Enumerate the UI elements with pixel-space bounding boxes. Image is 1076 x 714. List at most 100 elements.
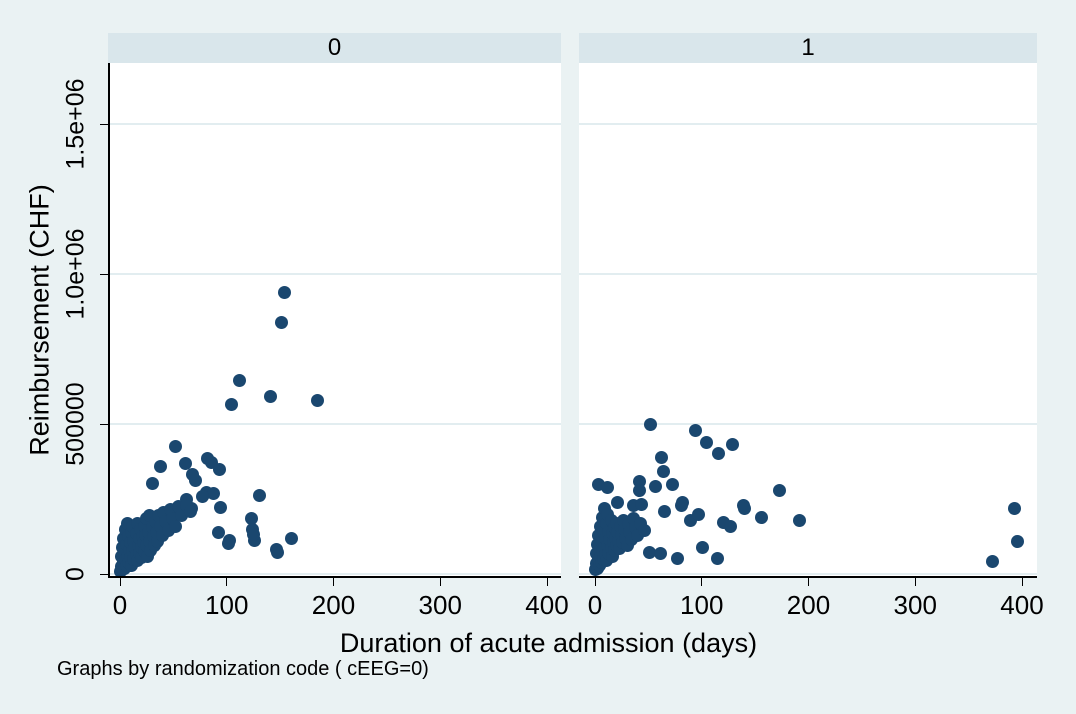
x-tick-label: 0 xyxy=(112,590,128,620)
gridline xyxy=(108,573,561,575)
x-tick-label: 300 xyxy=(418,590,462,620)
data-point xyxy=(654,451,668,465)
facet-header-1: 1 xyxy=(579,33,1037,63)
gridline xyxy=(108,273,561,275)
data-point xyxy=(666,477,680,491)
gridline xyxy=(108,123,561,125)
data-point xyxy=(644,417,657,431)
data-point xyxy=(264,389,278,403)
y-tick-mark xyxy=(100,123,108,125)
data-point xyxy=(712,446,726,460)
x-tick-label: 200 xyxy=(311,590,356,620)
data-point xyxy=(246,528,260,542)
gridline xyxy=(108,423,561,425)
data-point xyxy=(656,464,670,478)
data-point xyxy=(244,512,258,525)
data-point xyxy=(635,497,649,511)
data-point xyxy=(285,532,299,546)
y-tick-label: 1.5e+06 xyxy=(61,78,90,170)
data-point xyxy=(169,519,182,533)
x-tick-mark xyxy=(226,578,228,586)
data-point xyxy=(274,315,288,329)
data-point xyxy=(222,536,236,550)
x-tick-label: 0 xyxy=(587,590,603,620)
x-tick-mark xyxy=(701,578,703,586)
data-point xyxy=(1011,534,1025,548)
x-tick-label: 400 xyxy=(1000,590,1044,620)
data-point xyxy=(233,374,247,387)
data-point xyxy=(183,504,197,518)
x-tick-label: 100 xyxy=(680,590,724,620)
data-point xyxy=(212,463,226,477)
data-point xyxy=(674,498,688,512)
data-point xyxy=(277,285,291,299)
data-point xyxy=(649,479,663,493)
x-axis-line-panel-0 xyxy=(108,576,561,578)
data-point xyxy=(985,554,999,568)
x-tick-mark xyxy=(594,578,596,586)
plot-area-0 xyxy=(108,63,561,576)
y-tick-mark xyxy=(100,273,108,275)
gridline xyxy=(579,573,1037,575)
gridline xyxy=(579,273,1037,275)
gridline xyxy=(579,123,1037,125)
data-point xyxy=(253,488,267,502)
x-tick-mark xyxy=(119,578,121,586)
data-point xyxy=(610,496,624,510)
facet-header-0: 0 xyxy=(108,33,561,63)
x-tick-label: 300 xyxy=(893,590,937,620)
data-point xyxy=(189,473,203,487)
y-tick-label: 500000 xyxy=(61,382,90,466)
data-point xyxy=(642,545,656,559)
x-tick-mark xyxy=(546,578,548,586)
data-point xyxy=(688,423,702,437)
data-point xyxy=(653,546,667,560)
data-point xyxy=(670,551,684,565)
data-point xyxy=(169,440,182,453)
x-tick-mark xyxy=(914,578,916,586)
data-point xyxy=(692,508,706,522)
data-point xyxy=(637,524,651,537)
data-point xyxy=(271,545,285,559)
y-tick-mark xyxy=(100,573,108,575)
x-tick-mark xyxy=(1021,578,1023,586)
data-point xyxy=(178,456,192,470)
x-tick-label: 400 xyxy=(525,590,569,620)
data-point xyxy=(699,436,713,450)
data-point xyxy=(696,541,710,555)
y-tick-label: 1.0e+06 xyxy=(61,228,90,320)
data-point xyxy=(773,484,787,498)
x-tick-label: 100 xyxy=(205,590,249,620)
data-point xyxy=(726,437,740,451)
data-point xyxy=(755,511,769,525)
x-axis-title: Duration of acute admission (days) xyxy=(339,628,758,658)
footnote: Graphs by randomization code ( cEEG=0) xyxy=(57,658,429,680)
data-point xyxy=(601,481,615,495)
y-axis-line xyxy=(108,63,110,578)
data-point xyxy=(145,476,159,490)
data-point xyxy=(207,486,221,500)
data-point xyxy=(211,526,225,540)
data-point xyxy=(224,398,238,411)
x-tick-mark xyxy=(333,578,334,586)
data-point xyxy=(195,490,209,504)
facet-header-label: 1 xyxy=(801,34,815,61)
data-point xyxy=(724,520,738,534)
data-point xyxy=(737,502,751,516)
x-axis-line-panel-1 xyxy=(579,576,1037,578)
x-tick-label: 200 xyxy=(786,590,831,620)
x-tick-mark xyxy=(439,578,441,586)
data-point xyxy=(154,460,168,474)
y-tick-label: 0 xyxy=(61,567,90,581)
x-tick-mark xyxy=(808,578,809,586)
data-point xyxy=(213,501,227,515)
plot-area-1 xyxy=(579,63,1037,576)
gridline xyxy=(579,423,1037,425)
data-point xyxy=(310,393,324,407)
data-point xyxy=(1008,502,1022,516)
y-tick-mark xyxy=(100,423,108,425)
data-point xyxy=(711,551,725,565)
y-axis-title: Reimbursement (CHF) xyxy=(24,184,55,456)
facet-header-label: 0 xyxy=(327,34,342,61)
